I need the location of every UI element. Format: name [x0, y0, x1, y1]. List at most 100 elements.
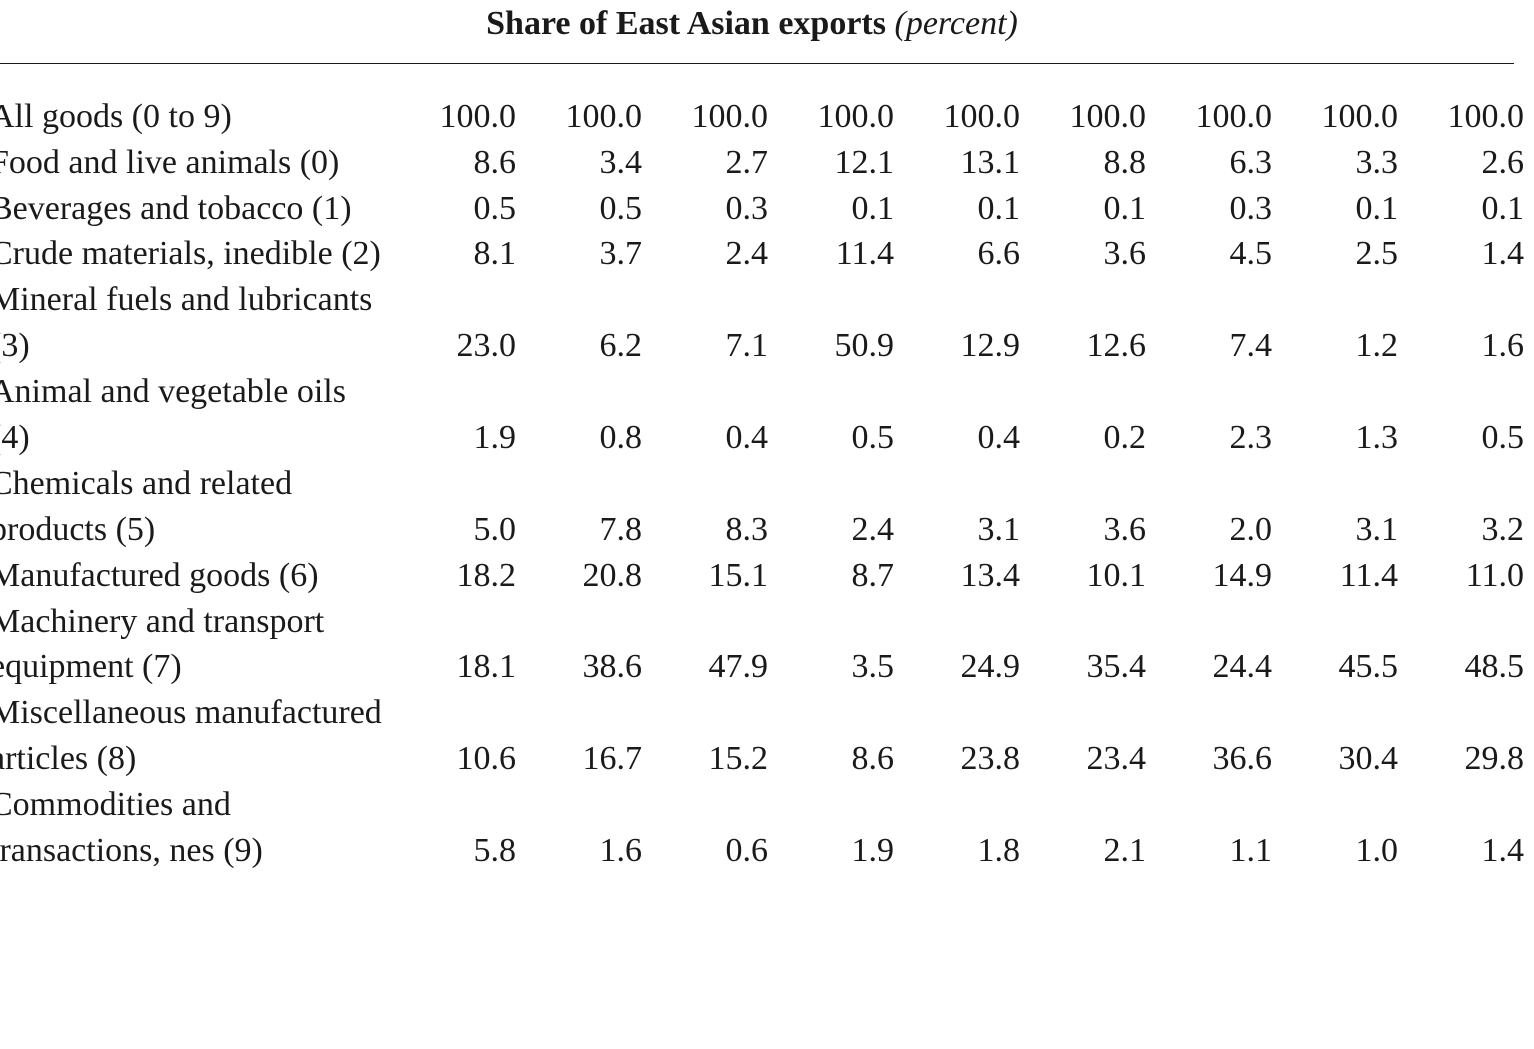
table-row: Animal and vegetable oils (4)1.90.80.40.…: [0, 369, 1524, 461]
cell-value: 0.3: [642, 186, 768, 232]
cell-value: 11.4: [768, 231, 894, 277]
cell-value: 2.4: [768, 461, 894, 553]
cell-value: 100.0: [516, 94, 642, 140]
row-label: Commodities and transactions, nes (9): [0, 782, 390, 874]
cell-value: 23.0: [390, 277, 516, 369]
header-rule: [0, 63, 1514, 64]
cell-value: 3.3: [1272, 140, 1398, 186]
row-label: Crude materials, inedible (2): [0, 231, 390, 277]
cell-value: 24.9: [894, 599, 1020, 691]
cell-value: 1.4: [1398, 231, 1524, 277]
cell-value: 0.2: [1020, 369, 1146, 461]
cell-value: 100.0: [1272, 94, 1398, 140]
table-row: Crude materials, inedible (2)8.13.72.411…: [0, 231, 1524, 277]
cell-value: 30.4: [1272, 690, 1398, 782]
cell-value: 18.2: [390, 553, 516, 599]
row-label: Beverages and tobacco (1): [0, 186, 390, 232]
cell-value: 0.5: [768, 369, 894, 461]
cell-value: 45.5: [1272, 599, 1398, 691]
cell-value: 0.8: [516, 369, 642, 461]
cell-value: 5.8: [390, 782, 516, 874]
table-title: Share of East Asian exports (percent): [0, 0, 1514, 63]
cell-value: 8.1: [390, 231, 516, 277]
row-label: Machinery and transport equipment (7): [0, 599, 390, 691]
cell-value: 10.1: [1020, 553, 1146, 599]
cell-value: 20.8: [516, 553, 642, 599]
row-label: Food and live animals (0): [0, 140, 390, 186]
table-row: Mineral fuels and lubricants (3)23.06.27…: [0, 277, 1524, 369]
cell-value: 0.5: [1398, 369, 1524, 461]
cell-value: 48.5: [1398, 599, 1524, 691]
cell-value: 5.0: [390, 461, 516, 553]
table-row: Beverages and tobacco (1)0.50.50.30.10.1…: [0, 186, 1524, 232]
table-row: All goods (0 to 9)100.0100.0100.0100.010…: [0, 94, 1524, 140]
cell-value: 47.9: [642, 599, 768, 691]
cell-value: 35.4: [1020, 599, 1146, 691]
row-label: All goods (0 to 9): [0, 94, 390, 140]
table-row: Manufactured goods (6)18.220.815.18.713.…: [0, 553, 1524, 599]
cell-value: 2.7: [642, 140, 768, 186]
exports-share-table: All goods (0 to 9)100.0100.0100.0100.010…: [0, 94, 1524, 874]
cell-value: 24.4: [1146, 599, 1272, 691]
cell-value: 0.1: [768, 186, 894, 232]
cell-value: 1.6: [516, 782, 642, 874]
cell-value: 3.1: [894, 461, 1020, 553]
cell-value: 14.9: [1146, 553, 1272, 599]
title-main: Share of East Asian exports: [486, 5, 886, 42]
cell-value: 6.3: [1146, 140, 1272, 186]
cell-value: 29.8: [1398, 690, 1524, 782]
cell-value: 12.6: [1020, 277, 1146, 369]
cell-value: 11.4: [1272, 553, 1398, 599]
cell-value: 3.4: [516, 140, 642, 186]
table-row: Machinery and transport equipment (7)18.…: [0, 599, 1524, 691]
cell-value: 0.4: [642, 369, 768, 461]
cell-value: 18.1: [390, 599, 516, 691]
cell-value: 3.1: [1272, 461, 1398, 553]
cell-value: 12.9: [894, 277, 1020, 369]
cell-value: 7.4: [1146, 277, 1272, 369]
cell-value: 100.0: [390, 94, 516, 140]
cell-value: 100.0: [894, 94, 1020, 140]
table-row: Miscellaneous manufactured articles (8) 1…: [0, 690, 1524, 782]
cell-value: 1.8: [894, 782, 1020, 874]
table-row: Commodities and transactions, nes (9)5.8…: [0, 782, 1524, 874]
cell-value: 3.2: [1398, 461, 1524, 553]
cell-value: 12.1: [768, 140, 894, 186]
cell-value: 0.4: [894, 369, 1020, 461]
cell-value: 8.6: [768, 690, 894, 782]
cell-value: 2.4: [642, 231, 768, 277]
cell-value: 0.1: [1272, 186, 1398, 232]
cell-value: 1.0: [1272, 782, 1398, 874]
cell-value: 1.1: [1146, 782, 1272, 874]
cell-value: 8.3: [642, 461, 768, 553]
cell-value: 7.1: [642, 277, 768, 369]
cell-value: 100.0: [1398, 94, 1524, 140]
cell-value: 0.6: [642, 782, 768, 874]
cell-value: 6.6: [894, 231, 1020, 277]
cell-value: 2.5: [1272, 231, 1398, 277]
table-row: Chemicals and related products (5)5.07.8…: [0, 461, 1524, 553]
cell-value: 4.5: [1146, 231, 1272, 277]
title-units: (percent): [895, 5, 1018, 42]
cell-value: 15.1: [642, 553, 768, 599]
cell-value: 0.3: [1146, 186, 1272, 232]
cell-value: 8.7: [768, 553, 894, 599]
cell-value: 2.1: [1020, 782, 1146, 874]
cell-value: 100.0: [768, 94, 894, 140]
cell-value: 23.8: [894, 690, 1020, 782]
cell-value: 1.9: [768, 782, 894, 874]
cell-value: 13.1: [894, 140, 1020, 186]
cell-value: 16.7: [516, 690, 642, 782]
cell-value: 0.1: [1020, 186, 1146, 232]
cell-value: 6.2: [516, 277, 642, 369]
cell-value: 1.4: [1398, 782, 1524, 874]
row-label: Miscellaneous manufactured articles (8): [0, 690, 390, 782]
cell-value: 3.6: [1020, 461, 1146, 553]
row-label: Manufactured goods (6): [0, 553, 390, 599]
cell-value: 38.6: [516, 599, 642, 691]
cell-value: 50.9: [768, 277, 894, 369]
cell-value: 23.4: [1020, 690, 1146, 782]
cell-value: 1.3: [1272, 369, 1398, 461]
cell-value: 1.9: [390, 369, 516, 461]
cell-value: 8.8: [1020, 140, 1146, 186]
